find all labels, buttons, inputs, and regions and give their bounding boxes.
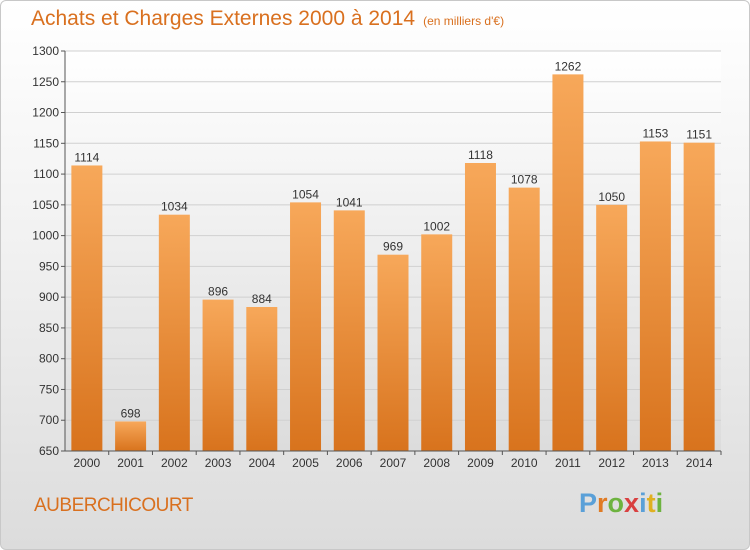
logo-letter: t	[646, 488, 656, 518]
x-tick-label: 2006	[336, 456, 363, 470]
y-tick-label: 1200	[32, 106, 59, 120]
y-tick-label: 650	[39, 444, 59, 458]
x-tick-label: 2002	[161, 456, 188, 470]
data-label: 969	[383, 240, 403, 254]
data-label: 1078	[511, 173, 538, 187]
bar-2010	[508, 187, 540, 451]
bar-2011	[552, 74, 584, 451]
bars	[71, 74, 715, 451]
logo-letter: o	[607, 488, 625, 518]
x-tick-label: 2009	[467, 456, 494, 470]
logo-letter: i	[655, 488, 664, 518]
x-tick-label: 2003	[205, 456, 232, 470]
bar-2009	[464, 163, 496, 451]
logo-letter: P	[579, 488, 598, 518]
data-label: 1151	[686, 128, 712, 142]
bar-2007	[377, 254, 409, 451]
data-label: 1050	[598, 190, 625, 204]
x-tick-label: 2007	[380, 456, 407, 470]
bar-2000	[71, 165, 103, 451]
data-label: 1002	[423, 219, 450, 233]
logo-letter: r	[597, 488, 608, 518]
bar-2006	[333, 210, 365, 451]
data-label: 1153	[642, 126, 668, 140]
y-tick-label: 850	[39, 321, 59, 335]
data-label: 1034	[161, 200, 188, 214]
chart-title: Achats et Charges Externes 2000 à 2014 (e…	[31, 7, 504, 31]
data-label: 1114	[74, 150, 99, 164]
y-tick-label: 1250	[32, 75, 59, 89]
commune-name: AUBERCHICOURT	[34, 495, 193, 516]
y-tick-label: 1100	[33, 167, 59, 181]
data-label: 1054	[292, 187, 319, 201]
data-labels: 1114 698 1034 896 884 1054 1041 969 1002 1118 1078…	[74, 59, 712, 420]
y-tick-label: 1150	[33, 136, 59, 150]
y-tick-label: 1050	[32, 198, 59, 212]
bar-2005	[290, 202, 322, 451]
data-label: 884	[252, 292, 272, 306]
x-tick-label: 2013	[642, 456, 669, 470]
bar-2003	[202, 299, 234, 451]
bar-2001	[115, 421, 147, 451]
y-tick-label: 1000	[32, 229, 59, 243]
x-tick-label: 2012	[598, 456, 625, 470]
logo-letter: i	[639, 488, 647, 518]
bar-2012	[596, 204, 628, 451]
x-tick-label: 2000	[74, 456, 101, 470]
x-tick-label: 2011	[555, 456, 581, 470]
x-tick-label: 2005	[292, 456, 319, 470]
y-tick-label: 950	[39, 259, 59, 273]
bar-2002	[158, 214, 190, 451]
proxiti-logo: Proxiti	[579, 488, 663, 519]
bar-2014	[683, 142, 715, 451]
logo-letter: x	[624, 488, 640, 518]
x-tick-label: 2010	[511, 456, 538, 470]
x-tick-label: 2004	[248, 456, 275, 470]
data-label: 1041	[336, 195, 363, 209]
x-tick-label: 2008	[423, 456, 450, 470]
data-label: 1262	[555, 59, 582, 73]
y-tick-label: 750	[39, 382, 59, 396]
data-label: 896	[208, 285, 228, 299]
x-tick-label: 2001	[117, 456, 144, 470]
axes: 650 700 750 800 850 900 950 1000 1050 1100 1150 120…	[32, 44, 722, 470]
data-label: 1118	[468, 148, 493, 162]
x-tick-label: 2014	[686, 456, 713, 470]
chart-title-text: Achats et Charges Externes 2000 à 2014	[31, 7, 416, 30]
y-tick-label: 1300	[32, 44, 59, 58]
y-tick-label: 900	[39, 290, 59, 304]
bar-2008	[421, 234, 453, 451]
chart-subtitle: (en milliers d'€)	[423, 14, 505, 28]
y-tick-label: 700	[39, 413, 59, 427]
data-label: 698	[121, 406, 141, 420]
bar-2013	[639, 141, 671, 451]
bar-2004	[246, 307, 278, 451]
y-tick-label: 800	[39, 352, 59, 366]
